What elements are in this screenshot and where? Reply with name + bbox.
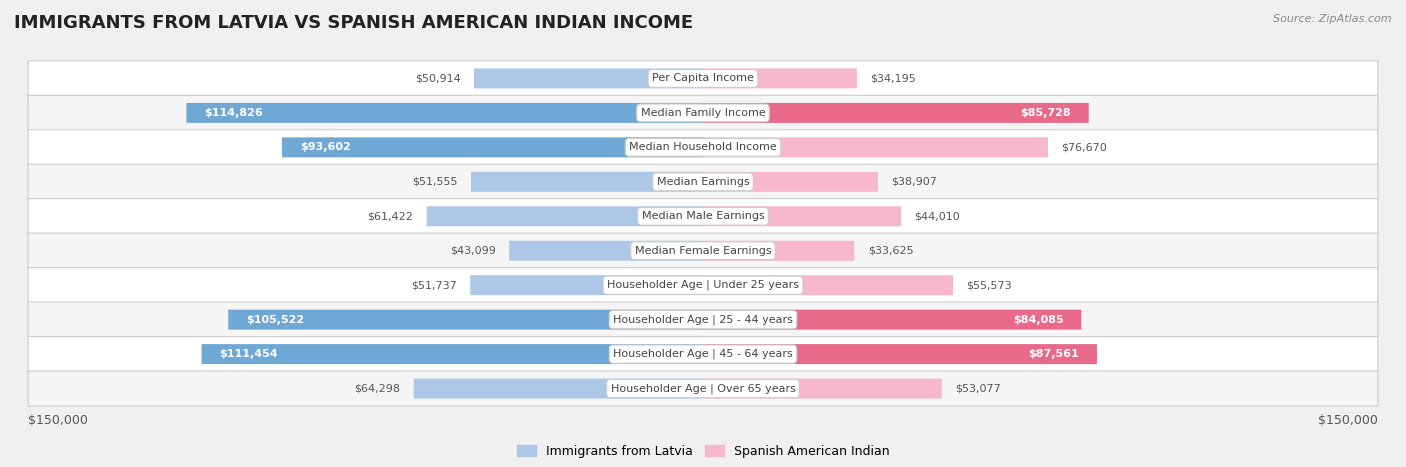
FancyBboxPatch shape <box>28 371 1378 406</box>
FancyBboxPatch shape <box>281 137 703 157</box>
Text: Median Female Earnings: Median Female Earnings <box>634 246 772 256</box>
Text: $105,522: $105,522 <box>246 315 304 325</box>
Legend: Immigrants from Latvia, Spanish American Indian: Immigrants from Latvia, Spanish American… <box>517 445 889 458</box>
FancyBboxPatch shape <box>28 164 1378 199</box>
FancyBboxPatch shape <box>509 241 703 261</box>
Text: Median Family Income: Median Family Income <box>641 108 765 118</box>
Text: Householder Age | Under 25 years: Householder Age | Under 25 years <box>607 280 799 290</box>
FancyBboxPatch shape <box>703 275 953 295</box>
Text: $87,561: $87,561 <box>1028 349 1078 359</box>
Text: $34,195: $34,195 <box>870 73 917 84</box>
Text: $85,728: $85,728 <box>1021 108 1071 118</box>
FancyBboxPatch shape <box>201 344 703 364</box>
Text: $53,077: $53,077 <box>955 383 1001 394</box>
Text: $64,298: $64,298 <box>354 383 401 394</box>
Text: $84,085: $84,085 <box>1012 315 1063 325</box>
Text: $93,602: $93,602 <box>299 142 350 152</box>
Text: Median Male Earnings: Median Male Earnings <box>641 211 765 221</box>
FancyBboxPatch shape <box>426 206 703 226</box>
FancyBboxPatch shape <box>703 379 942 398</box>
FancyBboxPatch shape <box>28 130 1378 165</box>
FancyBboxPatch shape <box>703 241 855 261</box>
Text: $43,099: $43,099 <box>450 246 495 256</box>
Text: $33,625: $33,625 <box>868 246 914 256</box>
FancyBboxPatch shape <box>703 69 856 88</box>
FancyBboxPatch shape <box>28 61 1378 96</box>
FancyBboxPatch shape <box>703 137 1047 157</box>
FancyBboxPatch shape <box>28 198 1378 234</box>
Text: $38,907: $38,907 <box>891 177 938 187</box>
Text: $114,826: $114,826 <box>204 108 263 118</box>
FancyBboxPatch shape <box>703 172 879 192</box>
Text: Median Earnings: Median Earnings <box>657 177 749 187</box>
Text: $111,454: $111,454 <box>219 349 278 359</box>
Text: Householder Age | Over 65 years: Householder Age | Over 65 years <box>610 383 796 394</box>
FancyBboxPatch shape <box>187 103 703 123</box>
FancyBboxPatch shape <box>471 172 703 192</box>
FancyBboxPatch shape <box>703 103 1088 123</box>
Text: $61,422: $61,422 <box>367 211 413 221</box>
FancyBboxPatch shape <box>703 310 1081 330</box>
FancyBboxPatch shape <box>28 95 1378 130</box>
Text: $50,914: $50,914 <box>415 73 460 84</box>
Text: $44,010: $44,010 <box>914 211 960 221</box>
Text: Per Capita Income: Per Capita Income <box>652 73 754 84</box>
Text: Median Household Income: Median Household Income <box>628 142 778 152</box>
FancyBboxPatch shape <box>703 344 1097 364</box>
Text: $76,670: $76,670 <box>1062 142 1107 152</box>
Text: $51,737: $51,737 <box>411 280 457 290</box>
Text: $55,573: $55,573 <box>966 280 1012 290</box>
FancyBboxPatch shape <box>413 379 703 398</box>
FancyBboxPatch shape <box>470 275 703 295</box>
Text: Source: ZipAtlas.com: Source: ZipAtlas.com <box>1274 14 1392 24</box>
FancyBboxPatch shape <box>28 268 1378 303</box>
FancyBboxPatch shape <box>703 206 901 226</box>
FancyBboxPatch shape <box>228 310 703 330</box>
Text: Householder Age | 45 - 64 years: Householder Age | 45 - 64 years <box>613 349 793 359</box>
Text: IMMIGRANTS FROM LATVIA VS SPANISH AMERICAN INDIAN INCOME: IMMIGRANTS FROM LATVIA VS SPANISH AMERIC… <box>14 14 693 32</box>
Text: $150,000: $150,000 <box>28 414 89 427</box>
FancyBboxPatch shape <box>28 302 1378 337</box>
Text: $51,555: $51,555 <box>412 177 457 187</box>
Text: $150,000: $150,000 <box>1317 414 1378 427</box>
FancyBboxPatch shape <box>28 233 1378 269</box>
FancyBboxPatch shape <box>474 69 703 88</box>
FancyBboxPatch shape <box>28 337 1378 372</box>
Text: Householder Age | 25 - 44 years: Householder Age | 25 - 44 years <box>613 314 793 325</box>
